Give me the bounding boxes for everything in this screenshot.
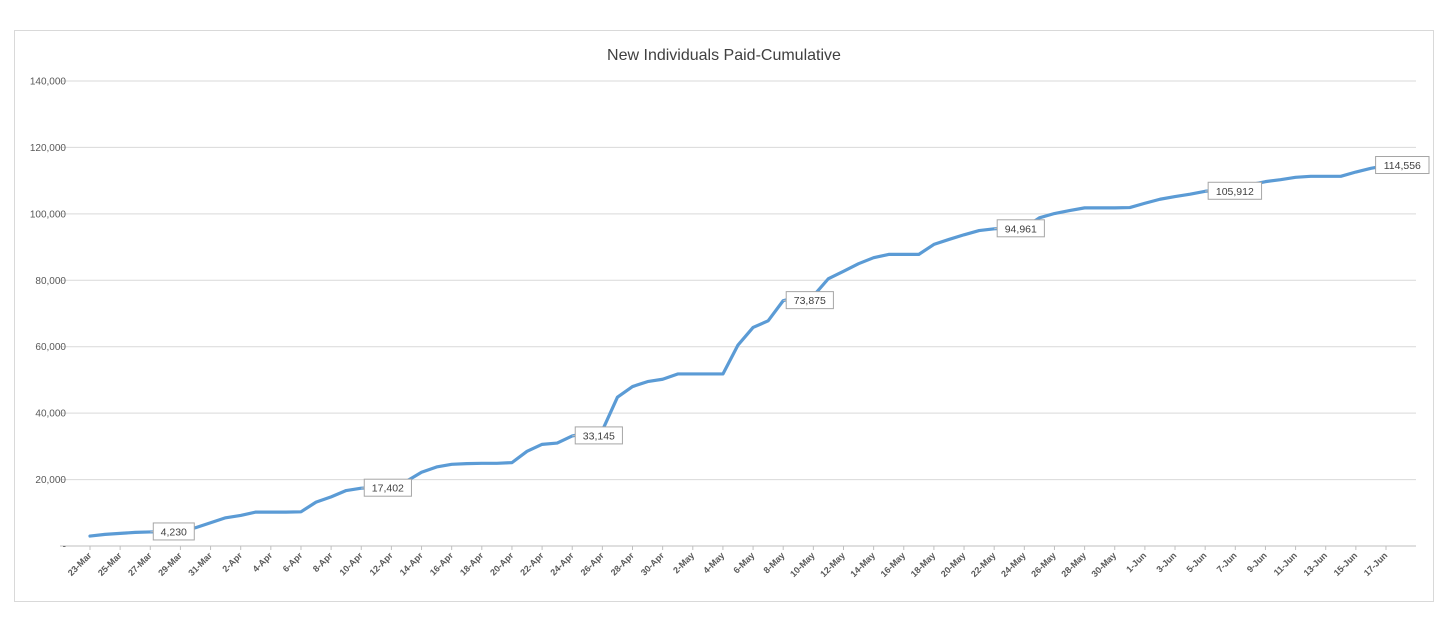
x-tick-label: 31-Mar xyxy=(186,550,214,578)
x-tick-label: 22-Apr xyxy=(518,550,546,578)
data-label-box xyxy=(996,219,1045,238)
x-tick-label: 26-Apr xyxy=(579,550,607,578)
x-tick-label: 2-May xyxy=(671,550,696,575)
x-tick-label: 6-Apr xyxy=(281,550,305,574)
x-tick-label: 7-Jun xyxy=(1215,550,1239,574)
y-tick-label: 120,000 xyxy=(30,143,67,154)
x-tick-label: 20-May xyxy=(939,550,968,579)
x-tick-label: 24-May xyxy=(999,550,1028,579)
x-tick-label: 9-Jun xyxy=(1245,550,1269,574)
x-tick-label: 17-Jun xyxy=(1362,550,1390,578)
chart-frame: New Individuals Paid-Cumulative - 20,000 4… xyxy=(14,30,1434,602)
chart-title: New Individuals Paid-Cumulative xyxy=(607,47,841,64)
data-labels: 4,230 17,402 33,145 73,875 94,961 105,912 114,… xyxy=(150,156,1430,541)
x-tick-label: 23-Mar xyxy=(66,550,94,578)
data-label-box xyxy=(574,426,623,445)
y-tick-label: 80,000 xyxy=(35,276,66,287)
x-tick-label: 5-Jun xyxy=(1185,550,1209,574)
data-label: 105,912 xyxy=(1216,186,1254,198)
x-tick-label: 2-Apr xyxy=(220,550,244,574)
x-tick-label: 30-May xyxy=(1090,550,1119,579)
x-tick-label: 14-May xyxy=(848,550,877,579)
x-tick-label: 27-Mar xyxy=(126,550,154,578)
x-tick-label: 15-Jun xyxy=(1332,550,1360,578)
x-tick-label: 12-May xyxy=(818,550,847,579)
x-tick-label: 28-Apr xyxy=(609,550,637,578)
data-label-box xyxy=(363,478,412,497)
x-tick-label: 13-Jun xyxy=(1302,550,1330,578)
x-tick-label: 29-Mar xyxy=(156,550,184,578)
x-tick-label: 25-Mar xyxy=(96,550,124,578)
x-tick-label: 26-May xyxy=(1029,550,1058,579)
x-tick-label: 3-Jun xyxy=(1154,550,1178,574)
x-tick-label: 1-Jun xyxy=(1124,550,1148,574)
data-label-box xyxy=(1375,156,1430,175)
data-label-box xyxy=(152,522,195,541)
x-tick-label: 14-Apr xyxy=(398,550,426,578)
x-tick-label: 16-May xyxy=(879,550,908,579)
x-tick-label: 12-Apr xyxy=(368,550,396,578)
x-tick-label: 4-May xyxy=(701,550,726,575)
x-tick-label: 4-Apr xyxy=(251,550,275,574)
x-tick-label: 8-Apr xyxy=(311,550,335,574)
series-layer xyxy=(88,163,1388,538)
x-tick-label: 10-May xyxy=(788,550,817,579)
x-tick-label: 18-Apr xyxy=(458,550,486,578)
y-tick-label: 140,000 xyxy=(30,77,67,88)
x-tick-label: 24-Apr xyxy=(548,550,576,578)
data-label: 94,961 xyxy=(1005,223,1037,235)
series-line xyxy=(88,163,1388,538)
x-tick-label: 18-May xyxy=(909,550,938,579)
x-tick-label: 6-May xyxy=(731,550,756,575)
y-tick-label: 60,000 xyxy=(35,342,66,353)
data-label: 73,875 xyxy=(794,295,826,307)
x-tick-label: 10-Apr xyxy=(337,550,365,578)
line-chart: New Individuals Paid-Cumulative - 20,000 4… xyxy=(30,47,1430,579)
x-tick-label: 22-May xyxy=(969,550,998,579)
data-label-leader xyxy=(361,487,365,489)
y-tick-label: 20,000 xyxy=(35,475,66,486)
data-label: 114,556 xyxy=(1384,160,1421,172)
y-tick-label: 100,000 xyxy=(30,209,67,220)
x-tick-label: 8-May xyxy=(762,550,787,575)
x-tick-label: 28-May xyxy=(1059,550,1088,579)
data-label: 17,402 xyxy=(372,483,404,495)
y-tick-label: - xyxy=(63,542,66,553)
x-tick-label: 11-Jun xyxy=(1272,550,1299,577)
data-label: 33,145 xyxy=(583,430,615,442)
x-tick-label: 16-Apr xyxy=(428,550,456,578)
y-axis: - 20,000 40,000 60,000 80,000 100,000 120,000 1… xyxy=(30,77,67,553)
y-tick-label: 40,000 xyxy=(35,409,66,420)
data-label-box xyxy=(1207,181,1263,200)
data-label-box xyxy=(785,291,834,310)
x-tick-label: 20-Apr xyxy=(488,550,516,578)
gridlines xyxy=(60,80,1416,547)
x-axis: 23-Mar 25-Mar 27-Mar 29-Mar 31-Mar 2-Apr 4-Apr… xyxy=(66,546,1390,579)
data-label: 4,230 xyxy=(161,526,187,538)
x-tick-label: 30-Apr xyxy=(639,550,667,578)
